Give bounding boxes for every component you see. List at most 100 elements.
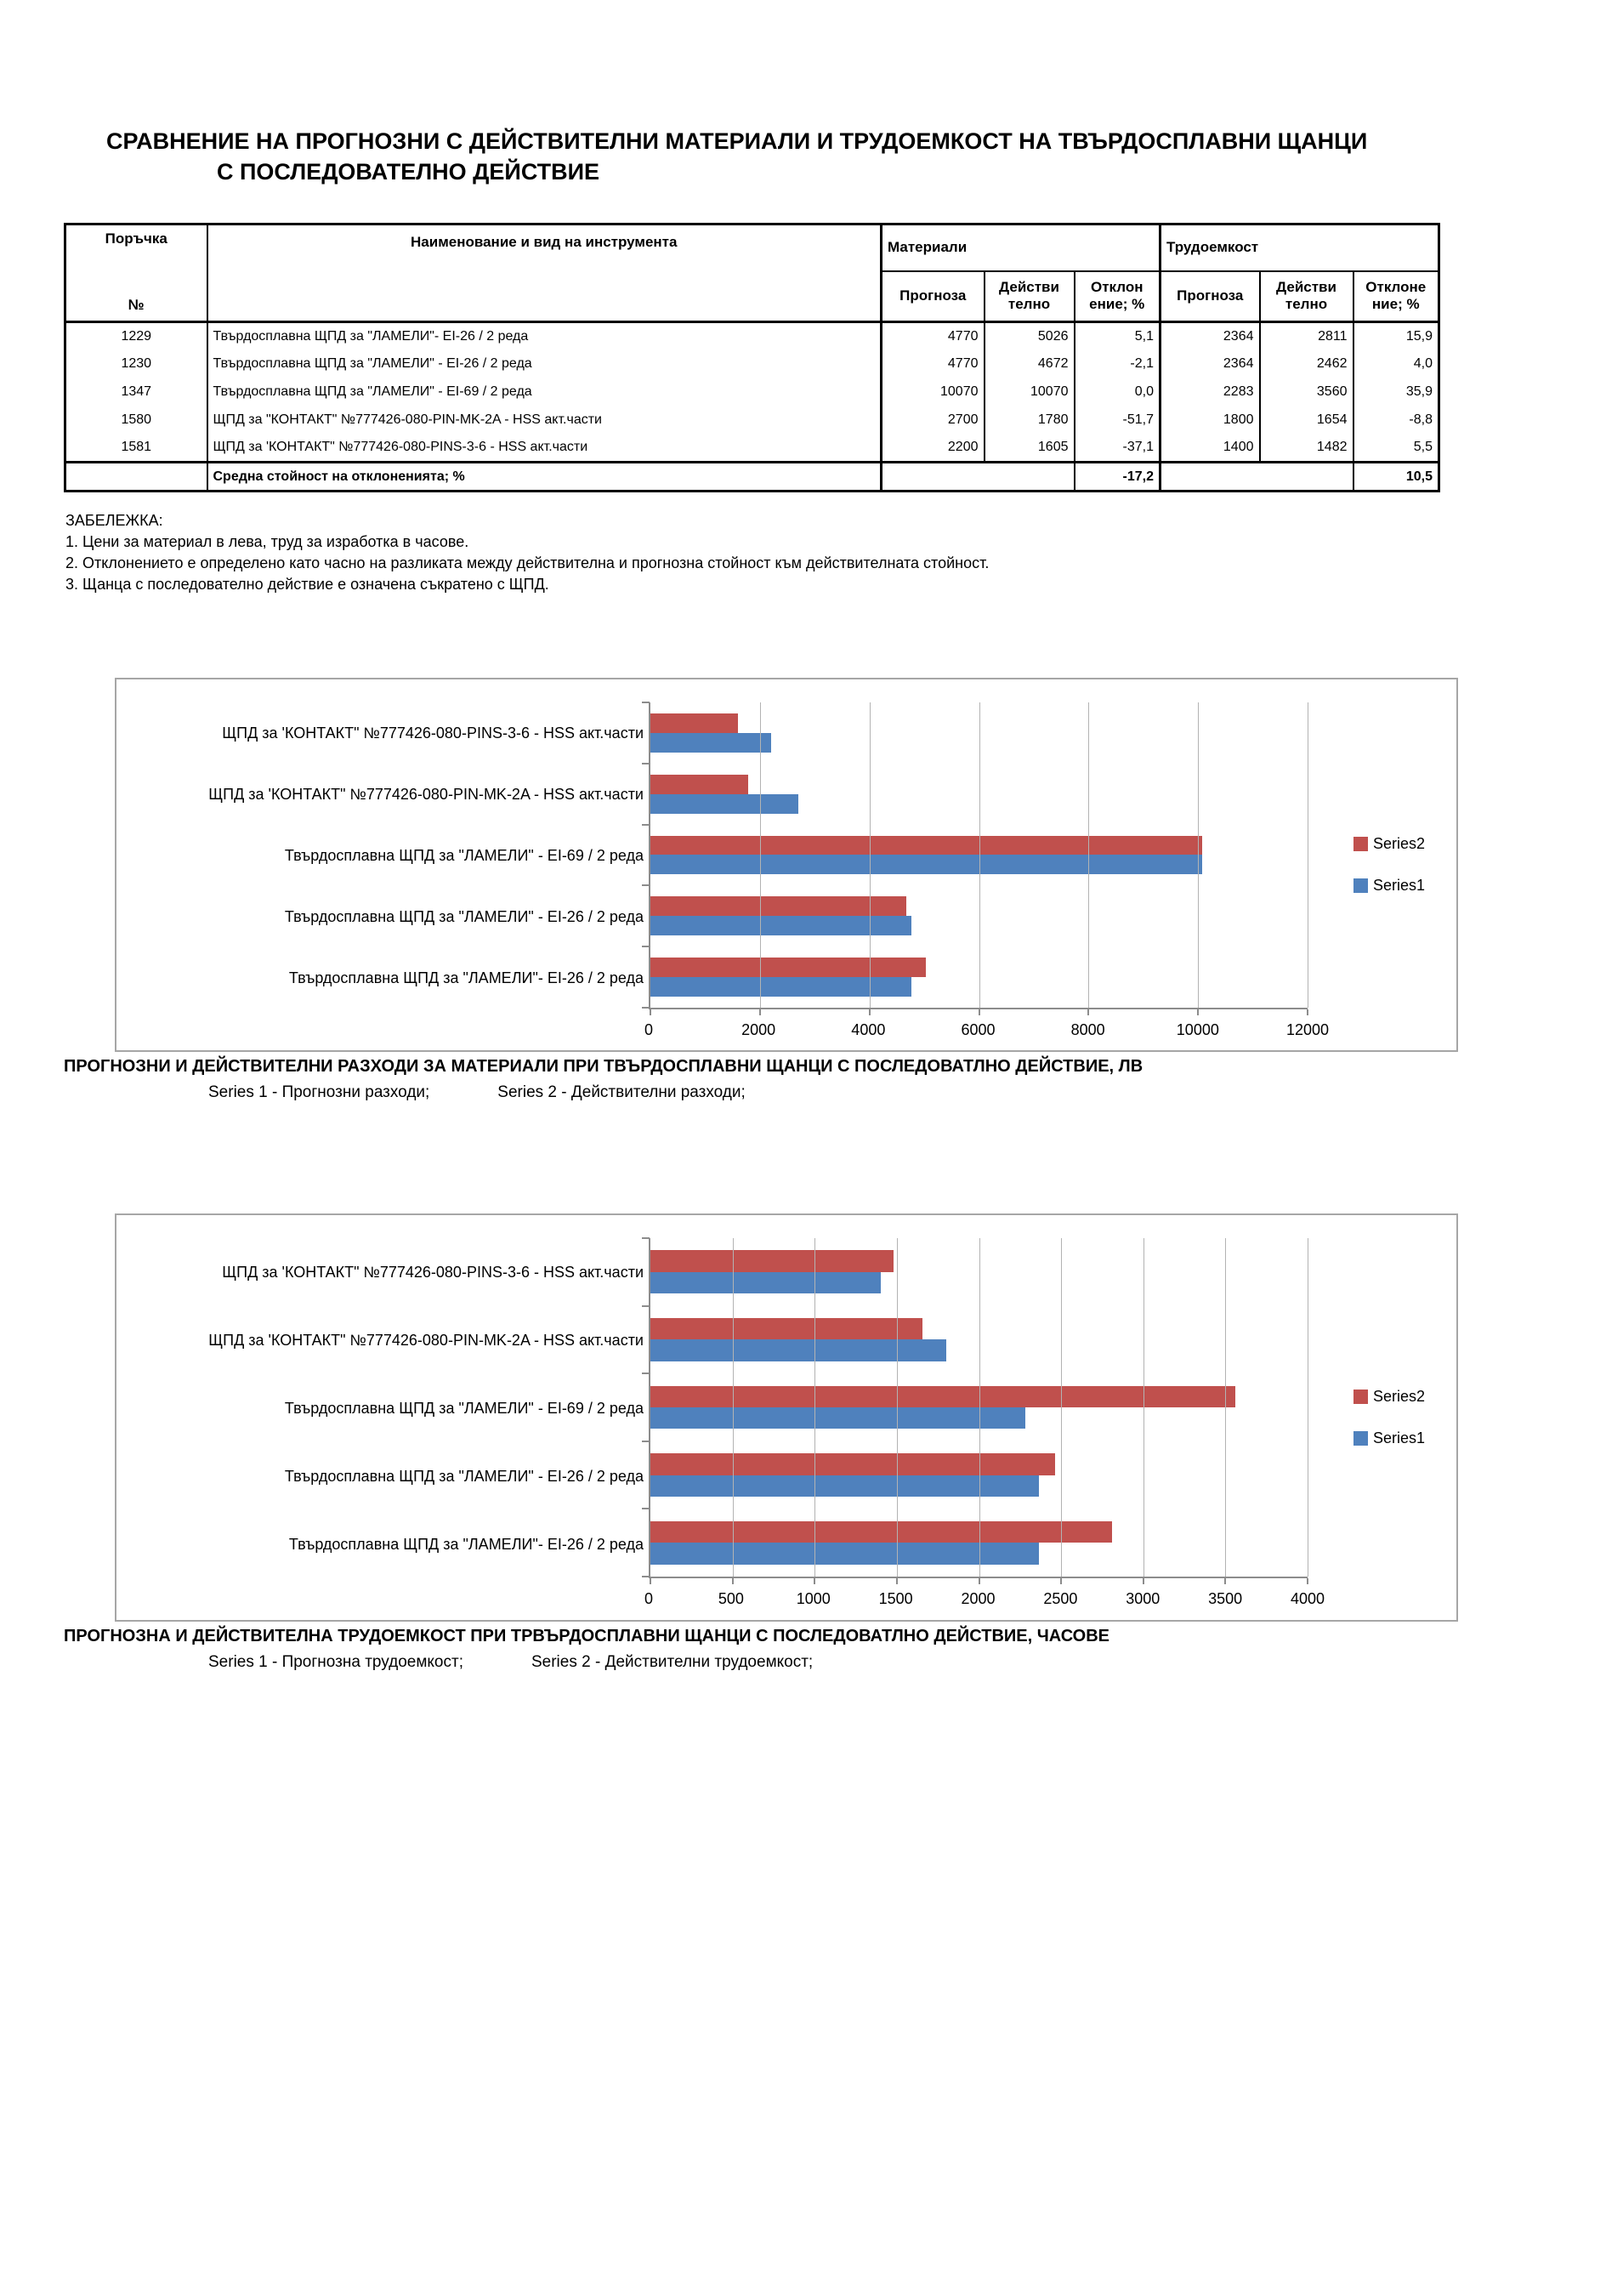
legend-swatch-icon — [1353, 878, 1368, 893]
cell-lab-forecast: 1400 — [1159, 434, 1261, 463]
cell-name: ЩПД за "КОНТАКТ" №777426-080-PIN-MK-2A -… — [206, 406, 882, 435]
header-materials-group: Материали — [880, 224, 1161, 272]
cell-lab-actual: 3560 — [1258, 378, 1354, 406]
x-axis-tick-mark — [978, 1578, 980, 1584]
bar-pair — [650, 1441, 1308, 1509]
x-axis-tick-mark — [758, 1009, 761, 1015]
legend-label: Series2 — [1373, 1388, 1426, 1405]
notes-block: ЗАБЕЛЕЖКА: 1. Цени за материал в лева, т… — [65, 510, 989, 595]
y-axis-tick-mark — [642, 1440, 650, 1442]
x-axis-tick-label: 6000 — [961, 1021, 996, 1038]
y-axis-tick-mark — [642, 823, 650, 826]
legend-label: Series1 — [1373, 877, 1426, 894]
materials-bar-chart: ЩПД за 'КОНТАКТ" №777426-080-PINS-3-6 - … — [115, 678, 1458, 1052]
cell-lab-dev: 15,9 — [1352, 321, 1440, 350]
bar-series1 — [650, 1271, 881, 1294]
bar-series1 — [650, 1543, 1039, 1565]
header-name: Наименование и вид на инструмента — [206, 224, 882, 323]
table-row: 1229 Твърдосплавна ЩПД за "ЛАМЕЛИ"- EI-2… — [64, 321, 1440, 350]
legend-swatch-icon — [1353, 1431, 1368, 1446]
bar-pair — [650, 702, 1308, 764]
cell-lab-forecast: 2283 — [1159, 378, 1261, 406]
x-axis-tick-mark — [1224, 1578, 1227, 1584]
cell-name: Твърдосплавна ЩПД за "ЛАМЕЛИ" - EI-26 / … — [206, 350, 882, 378]
cell-name: ЩПД за 'КОНТАКТ" №777426-080-PINS-3-6 - … — [206, 434, 882, 463]
y-axis-tick-mark — [642, 762, 650, 764]
header-mat-deviation: Отклон ение; % — [1073, 270, 1161, 323]
bar-series2 — [650, 774, 748, 794]
summary-lab-dev: 10,5 — [1352, 461, 1440, 492]
category-label: Твърдосплавна ЩПД за "ЛАМЕЛИ"- EI-26 / 2… — [288, 1535, 644, 1553]
bar-series2 — [650, 1520, 1113, 1543]
cell-name: Твърдосплавна ЩПД за "ЛАМЕЛИ" - EI-69 / … — [206, 378, 882, 406]
table-row: 1580 ЩПД за "КОНТАКТ" №777426-080-PIN-MK… — [64, 406, 1440, 435]
bar-series1 — [650, 1475, 1039, 1498]
labor-bar-chart: ЩПД за 'КОНТАКТ" №777426-080-PINS-3-6 - … — [115, 1213, 1458, 1622]
chart-plot-area — [642, 702, 1308, 1015]
category-label: Твърдосплавна ЩПД за "ЛАМЕЛИ" - EI-26 / … — [284, 908, 644, 926]
category-label: Твърдосплавна ЩПД за "ЛАМЕЛИ" - EI-69 / … — [284, 1399, 644, 1417]
gridline — [1088, 702, 1090, 1008]
cell-mat-forecast: 4770 — [880, 321, 985, 350]
header-mat-forecast: Прогноза — [880, 270, 985, 323]
gridline — [759, 702, 761, 1008]
x-axis-tick-mark — [650, 1578, 651, 1584]
cell-lab-dev: -8,8 — [1352, 406, 1440, 435]
labor-chart-caption: ПРОГНОЗНА И ДЕЙСТВИТЕЛНА ТРУДОЕМКОСТ ПРИ… — [64, 1627, 1509, 1672]
bar-series1 — [650, 855, 1202, 875]
chart-plot-area — [642, 1237, 1308, 1584]
caption-series1-note: Series 1 - Прогнозни разходи; — [208, 1083, 430, 1101]
cell-lab-forecast: 2364 — [1159, 350, 1261, 378]
comparison-table: Поръчка № Наименование и вид на инструме… — [64, 223, 1440, 492]
x-axis-tick-label: 4000 — [1290, 1590, 1325, 1607]
category-label: Твърдосплавна ЩПД за "ЛАМЕЛИ" - EI-69 / … — [284, 846, 644, 864]
cell-mat-actual: 10070 — [983, 378, 1075, 406]
category-label: Твърдосплавна ЩПД за "ЛАМЕЛИ"- EI-26 / 2… — [288, 969, 644, 987]
x-axis-tick-label: 2000 — [961, 1590, 996, 1607]
caption-series2-note: Series 2 - Действителни трудоемкост; — [531, 1653, 814, 1671]
y-axis-tick-mark — [642, 946, 650, 948]
x-axis-tick-mark — [1197, 1009, 1200, 1015]
x-axis-tick-label: 0 — [644, 1590, 654, 1607]
table-header-row-2: Прогноза Действи телно Отклон ение; % Пр… — [65, 270, 1440, 323]
bar-series2 — [650, 713, 739, 733]
cell-mat-dev: -37,1 — [1073, 434, 1161, 463]
header-order: Поръчка № — [64, 224, 208, 323]
table-row: 1347 Твърдосплавна ЩПД за "ЛАМЕЛИ" - EI-… — [64, 378, 1440, 406]
x-axis-tick-label: 12000 — [1285, 1021, 1330, 1038]
bar-series1 — [650, 732, 771, 753]
y-axis-tick-mark — [642, 1007, 650, 1009]
bar-series2 — [650, 896, 906, 917]
x-axis-tick-mark — [731, 1578, 734, 1584]
chart-category-labels: ЩПД за 'КОНТАКТ" №777426-080-PINS-3-6 - … — [133, 1238, 644, 1578]
table-summary-row: Средна стойност на отклоненията; % -17,2… — [64, 461, 1440, 492]
cell-mat-actual: 1780 — [983, 406, 1075, 435]
cell-lab-actual: 2811 — [1258, 321, 1354, 350]
x-axis-tick-label: 10000 — [1176, 1021, 1219, 1038]
category-label: ЩПД за 'КОНТАКТ" №777426-080-PIN-MK-2A -… — [208, 1331, 644, 1349]
chart-legend: Series2 Series1 — [1353, 1215, 1425, 1620]
x-axis-tick-label: 2500 — [1043, 1590, 1078, 1607]
x-axis-tick-label: 1500 — [878, 1590, 913, 1607]
bar-series2 — [650, 1250, 894, 1272]
legend-item-series1: Series1 — [1353, 877, 1425, 895]
bar-series1 — [650, 1407, 1026, 1429]
category-label: ЩПД за 'КОНТАКТ" №777426-080-PINS-3-6 - … — [222, 1263, 644, 1281]
gridline — [1143, 1238, 1144, 1577]
gridline — [979, 702, 980, 1008]
cell-mat-forecast: 2200 — [880, 434, 985, 463]
title-line-2: С ПОСЛЕДОВАТЕЛНО ДЕЙСТВИЕ — [217, 159, 600, 185]
cell-lab-dev: 5,5 — [1352, 434, 1440, 463]
y-axis-tick-mark — [642, 1508, 650, 1510]
cell-name: Твърдосплавна ЩПД за "ЛАМЕЛИ"- EI-26 / 2… — [206, 321, 882, 350]
gridline — [732, 1238, 734, 1577]
cell-mat-dev: -2,1 — [1073, 350, 1161, 378]
cell-mat-forecast: 2700 — [880, 406, 985, 435]
x-axis-tick-label: 500 — [718, 1590, 744, 1607]
cell-order: 1581 — [64, 434, 208, 463]
cell-lab-forecast: 1800 — [1159, 406, 1261, 435]
table-header-row-1: Поръчка № Наименование и вид на инструме… — [64, 224, 1440, 323]
y-axis-tick-mark — [642, 1237, 650, 1239]
notes-heading: ЗАБЕЛЕЖКА: — [65, 512, 163, 529]
